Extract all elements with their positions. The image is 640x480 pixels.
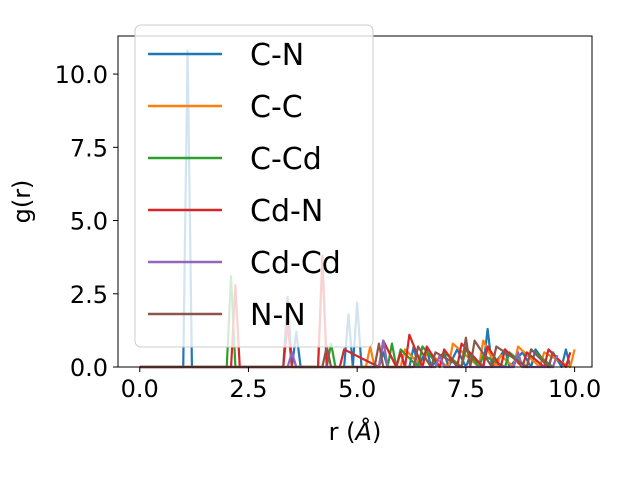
legend-label: C-Cd bbox=[250, 142, 322, 177]
x-tick-label: 2.5 bbox=[229, 375, 267, 403]
x-axis-label: r (Å) bbox=[329, 417, 382, 446]
legend: C-N C-C C-Cd Cd-N Cd-Cd N-N bbox=[134, 24, 374, 348]
y-tick-label: 5.0 bbox=[70, 208, 108, 236]
x-tick-label: 5.0 bbox=[338, 375, 376, 403]
legend-label: Cd-N bbox=[250, 194, 323, 229]
legend-label: C-C bbox=[250, 90, 303, 125]
x-tick-label: 0.0 bbox=[121, 375, 159, 403]
y-tick-label: 0.0 bbox=[70, 354, 108, 382]
y-tick-label: 2.5 bbox=[70, 281, 108, 309]
y-tick-label: 10.0 bbox=[55, 61, 108, 89]
ticks-layer: 0.0 2.5 5.0 7.5 10.0 0.0 2.5 5.0 7.5 10.0 bbox=[55, 61, 602, 403]
x-tick-label: 7.5 bbox=[447, 375, 485, 403]
y-axis-label: g(r) bbox=[8, 180, 36, 224]
x-tick-label: 10.0 bbox=[548, 375, 601, 403]
legend-label: N-N bbox=[250, 298, 306, 333]
legend-label: C-N bbox=[250, 38, 304, 73]
legend-label: Cd-Cd bbox=[250, 246, 341, 281]
y-tick-label: 7.5 bbox=[70, 134, 108, 162]
